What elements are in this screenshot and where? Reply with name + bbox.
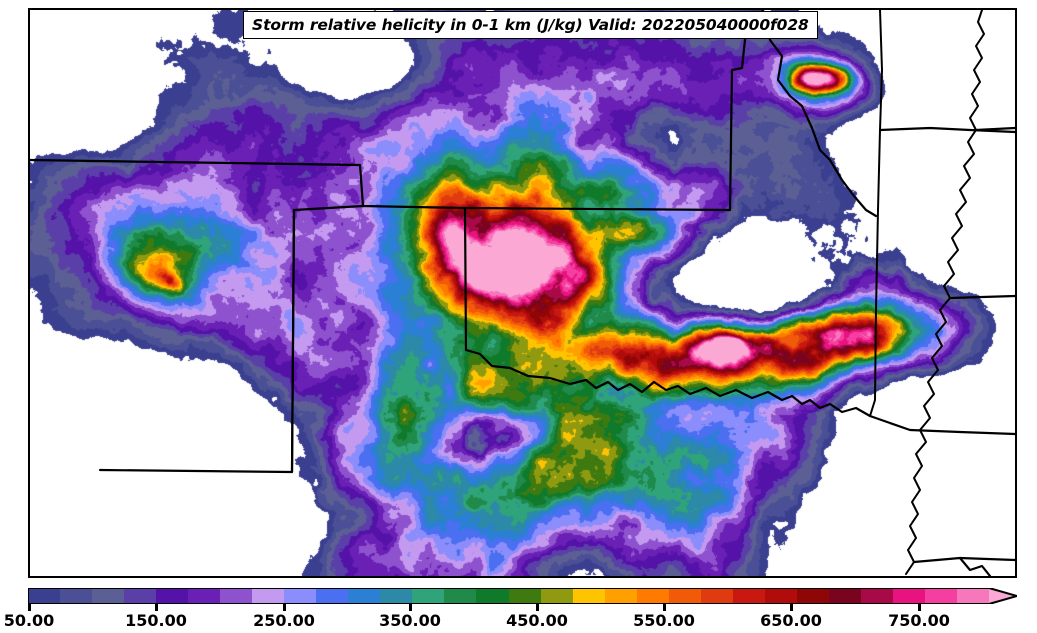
colorbar-tick-label: 350.00	[379, 611, 441, 630]
colorbar-strip	[28, 588, 1017, 604]
colorbar-extend-arrow	[989, 588, 1017, 604]
colorbar-segment	[636, 588, 670, 604]
colorbar-tick	[155, 604, 158, 611]
colorbar-segment	[444, 588, 478, 604]
colorbar-tick	[409, 604, 412, 611]
coastline-gulf	[958, 556, 992, 576]
colorbar-segment	[124, 588, 157, 604]
colorbar-tick-label: 50.00	[3, 611, 55, 630]
colorbar-segment	[60, 588, 93, 604]
colorbar-segment	[380, 588, 413, 604]
colorbar-tick	[918, 604, 921, 611]
border-co-nm	[30, 158, 365, 208]
border-la-ms	[912, 556, 1015, 564]
colorbar-segment	[860, 588, 894, 604]
colorbar-segment	[188, 588, 221, 604]
colorbar-segment	[284, 588, 317, 604]
colorbar-tick-label: 550.00	[633, 611, 695, 630]
colorbar-tick-label: 650.00	[760, 611, 822, 630]
border-ar-la	[868, 414, 1015, 436]
colorbar-tick-label: 750.00	[888, 611, 950, 630]
colorbar-segment	[668, 588, 702, 604]
colorbar-segment	[956, 588, 990, 604]
border-ms-north	[948, 294, 1015, 300]
border-mississippi-river	[905, 10, 985, 575]
colorbar-tick	[28, 604, 31, 611]
colorbar-segment	[732, 588, 766, 604]
colorbar-segment	[764, 588, 798, 604]
border-nm-tx-north	[290, 204, 365, 474]
colorbar-segment	[828, 588, 862, 604]
colorbar-segment	[572, 588, 606, 604]
colorbar-segment	[796, 588, 830, 604]
colorbar-tick-label: 250.00	[253, 611, 315, 630]
colorbar-tick	[536, 604, 539, 611]
map-panel	[28, 8, 1017, 578]
colorbar-tick	[663, 604, 666, 611]
colorbar-segment	[316, 588, 349, 604]
colorbar-segment	[700, 588, 734, 604]
colorbar-segment	[92, 588, 125, 604]
colorbar: 50.00 150.00 250.00 350.00 450.00 550.00 650.0…	[0, 586, 1037, 633]
colorbar-segment	[156, 588, 189, 604]
plot-title: Storm relative helicity in 0-1 km (J/kg)…	[252, 16, 809, 34]
colorbar-tick	[790, 604, 793, 611]
colorbar-segment	[28, 588, 61, 604]
border-ms-tn	[974, 126, 1015, 132]
colorbar-segment	[252, 588, 285, 604]
colorbar-tick-label: 450.00	[506, 611, 568, 630]
state-boundaries-overlay	[30, 10, 1015, 576]
colorbar-segment	[892, 588, 926, 604]
colorbar-tick	[283, 604, 286, 611]
colorbar-segment	[604, 588, 638, 604]
border-ks-ok	[361, 204, 468, 352]
border-tx-ok-red-river	[464, 348, 872, 418]
border-mo-ar-west	[761, 10, 878, 218]
colorbar-segment	[924, 588, 958, 604]
colorbar-segment	[412, 588, 446, 604]
colorbar-tick-label: 150.00	[125, 611, 187, 630]
plot-title-box: Storm relative helicity in 0-1 km (J/kg)…	[243, 11, 818, 39]
border-ok-ar	[869, 10, 883, 417]
colorbar-segment	[508, 588, 542, 604]
colorbar-segment	[540, 588, 574, 604]
colorbar-segment	[348, 588, 381, 604]
border-ok-ks-north	[463, 68, 734, 212]
colorbar-segment	[220, 588, 253, 604]
helicity-shaded-field	[30, 10, 1015, 576]
colorbar-segment	[476, 588, 510, 604]
border-nm-tx	[98, 208, 296, 474]
border-ar-mo	[878, 126, 1015, 134]
